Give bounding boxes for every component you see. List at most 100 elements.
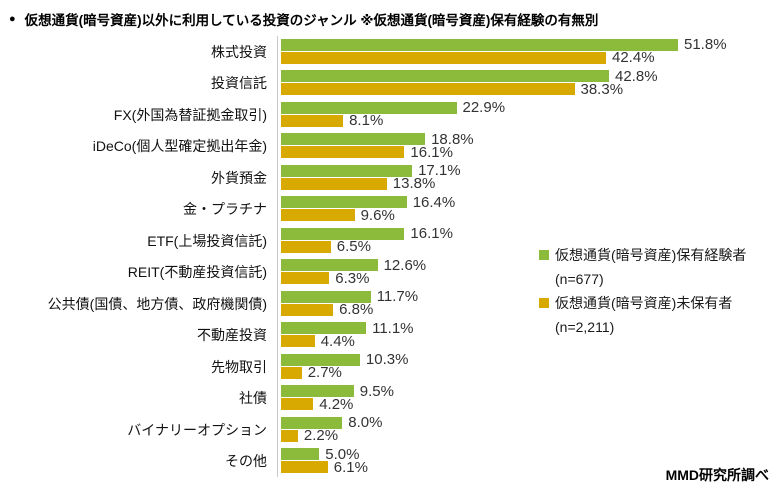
category-label: 先物取引	[211, 358, 267, 375]
category-label: 金・プラチナ	[183, 201, 267, 218]
value-label-holders: 12.6%	[383, 256, 427, 274]
value-label-holders: 11.7%	[376, 288, 419, 306]
bar-line-non-holders: 4.2%	[281, 395, 394, 413]
category-row: 金・プラチナ 16.4% 9.6%	[8, 194, 768, 226]
bar-line-non-holders: 4.4%	[281, 332, 414, 350]
bar-line-non-holders: 42.4%	[281, 50, 727, 65]
bar-holders	[281, 322, 367, 335]
bar-line-holders: 22.9%	[281, 99, 506, 117]
bar-non-holders	[281, 335, 315, 348]
value-label-non-holders: 6.5%	[336, 238, 371, 256]
bar-holders	[281, 164, 413, 177]
bar-line-holders: 42.8%	[281, 69, 658, 84]
value-label-non-holders: 16.1%	[410, 143, 453, 161]
category-row: 株式投資 51.8% 42.4%	[8, 36, 768, 68]
bar-group: 11.1% 4.4%	[277, 319, 414, 350]
legend-label: 仮想通貨(暗号資産)未保有者	[555, 295, 733, 311]
bar-group: 9.5% 4.2%	[277, 382, 394, 413]
bar-non-holders	[281, 272, 330, 285]
category-label: 不動産投資	[197, 327, 267, 344]
category-row: iDeCo(個人型確定拠出年金) 18.8% 16.1%	[8, 131, 768, 163]
legend-n-label: (n=2,211)	[555, 319, 615, 335]
bar-group: 5.0% 6.1%	[277, 447, 368, 476]
bar-non-holders	[281, 461, 328, 474]
bar-group: 51.8% 42.4%	[277, 36, 727, 65]
bar-line-holders: 10.3%	[281, 351, 409, 369]
bar-line-holders: 18.8%	[281, 130, 474, 148]
bar-line-holders: 11.7%	[281, 288, 419, 306]
bar-line-non-holders: 16.1%	[281, 143, 474, 161]
bar-line-holders: 16.1%	[281, 225, 453, 243]
category-label: 公共債(国債、地方債、政府機関債)	[47, 295, 267, 312]
bar-line-non-holders: 2.2%	[281, 427, 383, 445]
value-label-non-holders: 9.6%	[360, 206, 395, 224]
bar-line-non-holders: 9.6%	[281, 206, 455, 224]
legend-swatch-icon	[539, 250, 549, 260]
bar-non-holders	[281, 240, 331, 253]
category-row: 先物取引 10.3% 2.7%	[8, 351, 768, 383]
bar-non-holders	[281, 114, 344, 127]
value-label-holders: 16.1%	[410, 225, 453, 243]
bar-non-holders	[281, 366, 302, 379]
title-text: 仮想通貨(暗号資産)以外に利用している投資のジャンル ※仮想通貨(暗号資産)保有…	[24, 13, 599, 28]
category-row: ETF(上場投資信託) 16.1% 6.5%	[8, 225, 768, 257]
category-label: 投資信託	[211, 75, 267, 92]
category-label: ETF(上場投資信託)	[147, 232, 267, 249]
bar-line-non-holders: 6.3%	[281, 271, 426, 286]
bar-holders	[281, 38, 678, 51]
value-label-holders: 10.3%	[365, 351, 409, 369]
bar-non-holders	[281, 146, 405, 159]
bar-line-non-holders: 13.8%	[281, 176, 461, 191]
value-label-holders: 11.1%	[372, 319, 414, 337]
bar-line-holders: 11.1%	[281, 319, 414, 337]
bar-holders	[281, 227, 405, 240]
category-row: 外貨預金 17.1% 13.8%	[8, 162, 768, 194]
bar-holders	[281, 70, 609, 83]
value-label-non-holders: 38.3%	[580, 80, 624, 98]
value-label-holders: 51.8%	[684, 36, 727, 54]
value-label-non-holders: 4.2%	[319, 395, 354, 413]
bar-line-non-holders: 38.3%	[281, 80, 658, 98]
bar-line-holders: 17.1%	[281, 163, 461, 178]
bar-group: 18.8% 16.1%	[277, 130, 474, 161]
legend-item: 仮想通貨(暗号資産)未保有者 (n=2,211)	[539, 291, 746, 339]
bar-holders	[281, 290, 371, 303]
bar-non-holders	[281, 429, 298, 442]
value-label-holders: 18.8%	[431, 130, 474, 148]
bar-line-holders: 12.6%	[281, 256, 427, 274]
value-label-non-holders: 2.2%	[303, 427, 339, 445]
bar-group: 22.9% 8.1%	[277, 99, 506, 130]
value-label-non-holders: 4.4%	[320, 332, 355, 350]
category-label: その他	[225, 453, 267, 470]
source-note: MMD研究所調べ	[665, 467, 769, 483]
bar-holders	[281, 259, 378, 272]
value-label-non-holders: 6.1%	[333, 458, 368, 476]
bar-line-holders: 8.0%	[281, 414, 383, 432]
category-label: iDeCo(個人型確定拠出年金)	[92, 138, 267, 155]
value-label-holders: 8.0%	[348, 414, 383, 432]
bar-holders	[281, 133, 426, 146]
value-label-holders: 22.9%	[462, 99, 506, 117]
category-row: FX(外国為替証拠金取引) 22.9% 8.1%	[8, 99, 768, 131]
category-row: 公共債(国債、地方債、政府機関債) 11.7% 6.8%	[8, 288, 768, 320]
bar-group: 12.6% 6.3%	[277, 256, 427, 286]
category-label: 株式投資	[211, 43, 267, 60]
bar-non-holders	[281, 83, 575, 96]
bar-group: 42.8% 38.3%	[277, 69, 658, 98]
category-label: REIT(不動産投資信託)	[127, 264, 267, 281]
bar-group: 8.0% 2.2%	[277, 414, 383, 445]
value-label-non-holders: 8.1%	[349, 112, 384, 130]
bar-group: 17.1% 13.8%	[277, 163, 461, 191]
bar-holders	[281, 101, 457, 114]
bar-holders	[281, 416, 343, 429]
bar-holders	[281, 448, 320, 461]
value-label-holders: 9.5%	[359, 382, 394, 400]
bar-group: 10.3% 2.7%	[277, 351, 409, 380]
bar-non-holders	[281, 209, 355, 222]
bar-line-non-holders: 6.8%	[281, 302, 418, 317]
category-row: 社債 9.5% 4.2%	[8, 383, 768, 415]
title-bullet-icon: ●	[9, 13, 16, 25]
legend-n-label: (n=677)	[555, 271, 604, 287]
value-label-holders: 16.4%	[412, 193, 456, 211]
